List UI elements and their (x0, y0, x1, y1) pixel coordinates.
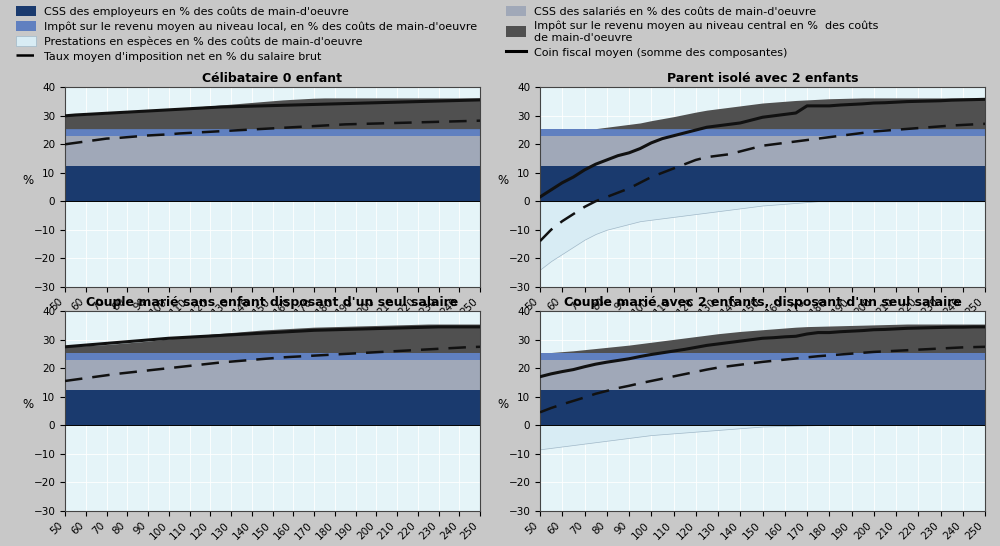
Title: Couple marié avec 2 enfants, disposant d'un seul salaire: Couple marié avec 2 enfants, disposant d… (564, 296, 961, 308)
Title: Couple marié sans enfant disposant d'un seul salaire: Couple marié sans enfant disposant d'un … (86, 296, 459, 308)
Y-axis label: %: % (497, 174, 508, 187)
Y-axis label: %: % (22, 398, 33, 411)
Title: Parent isolé avec 2 enfants: Parent isolé avec 2 enfants (667, 72, 858, 85)
Legend: CSS des salariés en % des coûts de main-d'oeuvre, Impôt sur le revenu moyen au n: CSS des salariés en % des coûts de main-… (506, 5, 879, 58)
Title: Célibataire 0 enfant: Célibataire 0 enfant (202, 72, 342, 85)
Y-axis label: %: % (497, 398, 508, 411)
Y-axis label: %: % (22, 174, 33, 187)
